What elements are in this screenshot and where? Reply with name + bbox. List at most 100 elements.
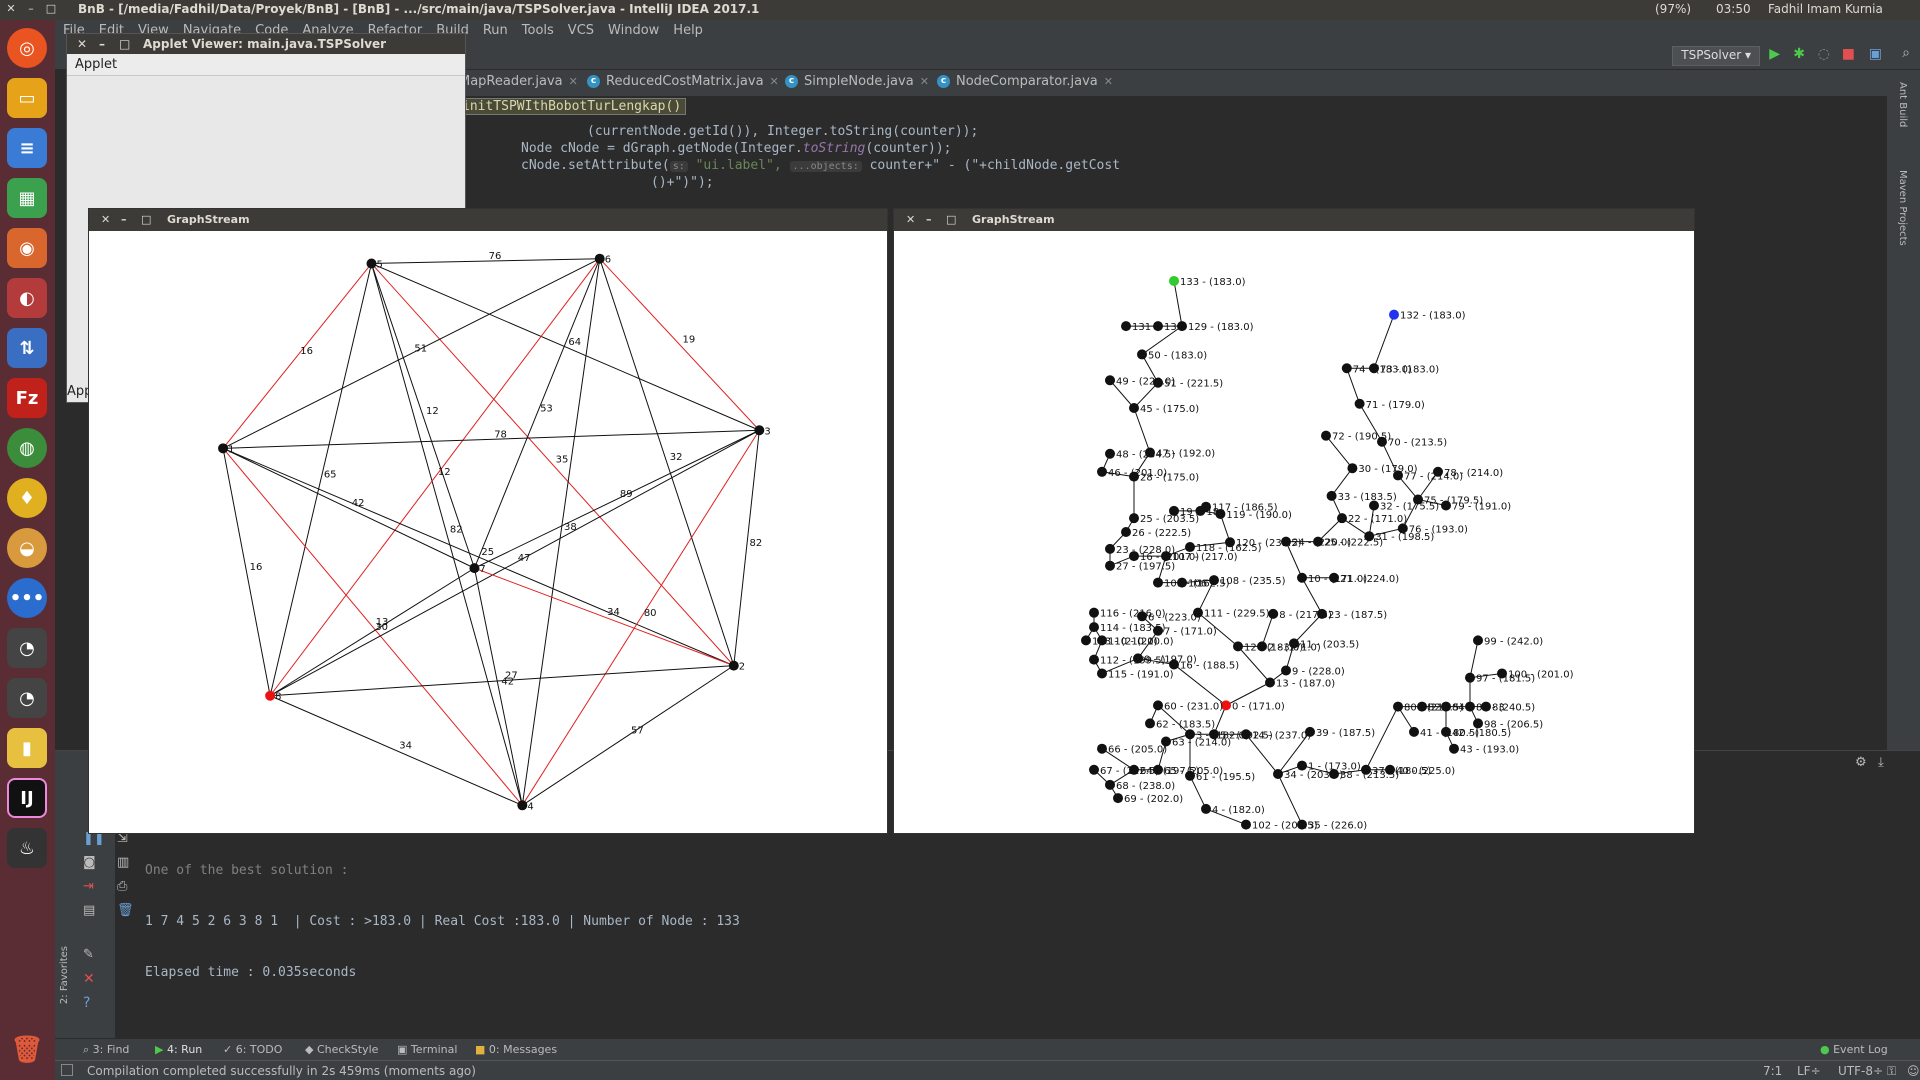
java-app-icon[interactable]: ◔ [7, 628, 47, 668]
calc-icon[interactable]: ▦ [7, 178, 47, 218]
close-icon[interactable]: ✕ [101, 213, 111, 226]
tab-reducedcostmatrix[interactable]: c ReducedCostMatrix.java ✕ [587, 74, 779, 89]
maximize-icon[interactable]: □ [119, 37, 131, 51]
close-icon[interactable]: ✕ [77, 37, 88, 51]
pause-icon[interactable]: ❚❚ [83, 831, 105, 846]
stop-icon[interactable]: ■ [1841, 46, 1855, 62]
tree-node [1473, 718, 1483, 729]
minimize-icon[interactable]: – [121, 213, 127, 226]
files-icon[interactable]: ▭ [7, 78, 47, 118]
menu-window[interactable]: Window [608, 23, 660, 38]
camera-icon[interactable]: ◙ [83, 855, 96, 870]
maximize-icon[interactable]: □ [141, 213, 152, 226]
inspector-icon[interactable]: ☺ [1907, 1064, 1920, 1078]
menu-vcs[interactable]: VCS [567, 23, 595, 38]
menu-tools[interactable]: Tools [521, 23, 554, 38]
tree-node-label: 28 - (175.0) [1140, 473, 1199, 484]
settings-gear-icon[interactable]: ⚙ [1855, 755, 1867, 770]
event-log-button[interactable]: ● Event Log [1820, 1043, 1888, 1056]
minimize-icon[interactable]: – [28, 2, 34, 15]
file-encoding[interactable]: UTF-8÷ [1838, 1064, 1884, 1078]
run-tool-button[interactable]: ▶ 4: Run [155, 1043, 203, 1056]
messages-tool-button[interactable]: ■ 0: Messages [475, 1043, 558, 1056]
applet-menu[interactable]: Applet [75, 57, 118, 72]
ant-build-tab[interactable]: Ant Build [1897, 82, 1908, 128]
intellij-icon[interactable]: IJ [7, 778, 47, 818]
status-message[interactable]: Compilation completed successfully in 2s… [87, 1064, 476, 1078]
print-icon[interactable]: ⎙ [117, 879, 128, 894]
hide-panel-icon[interactable]: ⤓ [1878, 755, 1884, 770]
writer-icon[interactable]: ≡ [7, 128, 47, 168]
console-output[interactable]: One of the best solution : 1 7 4 5 2 6 3… [145, 828, 740, 998]
line-separator[interactable]: LF÷ [1797, 1064, 1821, 1078]
more-apps-icon[interactable]: ••• [7, 578, 47, 618]
close-tab-icon[interactable]: ✕ [769, 75, 779, 88]
debug-icon[interactable]: ✱ [1793, 46, 1805, 62]
chrome-icon[interactable]: ◍ [7, 428, 47, 468]
project-structure-icon[interactable]: ▣ [1868, 46, 1882, 62]
app-icon[interactable]: ♦ [7, 478, 47, 518]
java-app-icon-2[interactable]: ◔ [7, 678, 47, 718]
panel-toggle-icon[interactable] [61, 1064, 73, 1076]
close-tab-icon[interactable]: ✕ [1103, 75, 1113, 88]
maximize-icon[interactable]: □ [946, 213, 957, 226]
graph-window-title-bar[interactable]: ✕ – □ GraphStream [894, 209, 1694, 231]
checkstyle-tool-button[interactable]: ◆ CheckStyle [305, 1043, 379, 1056]
user-name[interactable]: Fadhil Imam Kurnia [1768, 2, 1883, 16]
search-tree-graph[interactable]: 133 - (183.0) 131 130 129 - (183.0) 50 - (18… [894, 231, 1694, 833]
trash-icon[interactable]: 🗑 [10, 1035, 44, 1065]
close-tab-icon[interactable]: ✕ [919, 75, 929, 88]
close-icon[interactable]: ✕ [83, 971, 95, 987]
todo-tool-button[interactable]: ✓ 6: TODO [223, 1043, 283, 1056]
close-icon[interactable]: ✕ [6, 2, 16, 15]
graph-window-title-bar[interactable]: ✕ – □ GraphStream [89, 209, 887, 231]
toggle-app-icon[interactable]: ◐ [7, 278, 47, 318]
graph-edge [522, 665, 735, 806]
caret-position[interactable]: 7:1 [1763, 1064, 1783, 1078]
run-configuration-select[interactable]: TSPSolver ▾ [1672, 46, 1760, 66]
transfer-icon[interactable]: ⇅ [7, 328, 47, 368]
complete-graph[interactable]: 7616196482356512511238533278161325428247… [89, 231, 887, 833]
menu-run[interactable]: Run [482, 23, 508, 38]
menu-help[interactable]: Help [673, 23, 703, 38]
scroll-icon[interactable]: ⇲ [117, 831, 128, 846]
exit-icon[interactable]: ⇥ [83, 879, 94, 894]
layout-icon[interactable]: ▤ [83, 903, 96, 918]
landscape-app-icon[interactable]: ◒ [7, 528, 47, 568]
run-icon[interactable]: ▶ [1769, 46, 1780, 62]
lock-icon[interactable]: ⚿ [1887, 1064, 1897, 1078]
clear-icon[interactable]: 🗑 [117, 903, 134, 918]
terminal-tool-button[interactable]: ▣ Terminal [397, 1043, 458, 1056]
java-duke-icon[interactable]: ♨ [7, 828, 47, 868]
tab-simplenode[interactable]: c SimpleNode.java ✕ [785, 74, 929, 89]
maven-projects-tab[interactable]: Maven Projects [1897, 170, 1908, 246]
coverage-icon[interactable]: ◌ [1817, 46, 1830, 62]
minimize-icon[interactable]: – [926, 213, 932, 226]
clock[interactable]: 03:50 [1716, 2, 1751, 16]
tree-node [1273, 769, 1283, 780]
applet-title-bar[interactable]: ✕ – □ Applet Viewer: main.java.TSPSolver [67, 34, 465, 54]
edge-weight-label: 30 [375, 622, 388, 633]
minimize-icon[interactable]: – [99, 37, 105, 51]
maximize-icon[interactable]: □ [45, 2, 57, 15]
search-icon[interactable]: ⌕ [1902, 45, 1910, 61]
tree-node [1201, 803, 1211, 814]
tab-nodecomparator[interactable]: c NodeComparator.java ✕ [937, 74, 1113, 89]
notes-icon[interactable]: ▮ [7, 728, 47, 768]
find-tool-button[interactable]: ⌕ 3: Find [83, 1043, 130, 1056]
tree-node [1389, 309, 1399, 320]
pin-icon[interactable]: ✎ [83, 947, 94, 962]
close-tab-icon[interactable]: ✕ [568, 75, 578, 88]
tree-edge [1245, 733, 1279, 775]
tab-mapreader[interactable]: MapReader.java ✕ [459, 74, 578, 89]
ubuntu-dash-icon[interactable]: ◎ [7, 28, 47, 68]
edge-weight-label: 57 [631, 725, 644, 736]
help-icon[interactable]: ? [83, 995, 91, 1011]
favorites-tab[interactable]: 2: Favorites [59, 946, 70, 1005]
battery-indicator[interactable]: (97%) [1655, 2, 1692, 16]
soft-wrap-icon[interactable]: ▥ [117, 855, 130, 870]
filezilla-icon[interactable]: Fz [7, 378, 47, 418]
software-center-icon[interactable]: ◉ [7, 228, 47, 268]
breadcrumb[interactable]: initTSPWIthBobotTurLengkap() [457, 98, 687, 115]
close-icon[interactable]: ✕ [906, 213, 916, 226]
